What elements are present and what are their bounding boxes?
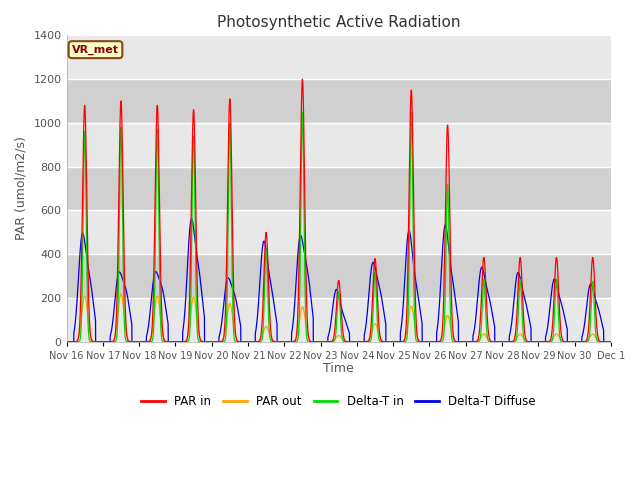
Title: Photosynthetic Active Radiation: Photosynthetic Active Radiation: [217, 15, 460, 30]
Delta-T in: [607, 339, 614, 345]
Line: PAR out: PAR out: [67, 294, 611, 342]
Delta-T Diffuse: [63, 339, 70, 345]
PAR out: [117, 291, 125, 297]
Delta-T in: [461, 339, 468, 345]
Delta-T in: [63, 339, 70, 345]
Text: VR_met: VR_met: [72, 45, 119, 55]
Delta-T in: [319, 339, 326, 345]
Bar: [67, 298, 611, 342]
PAR in: [431, 339, 438, 345]
PAR out: [461, 339, 468, 345]
Delta-T Diffuse: [431, 339, 438, 345]
Delta-T in: [431, 339, 438, 345]
Bar: [67, 36, 611, 79]
Line: Delta-T Diffuse: Delta-T Diffuse: [67, 219, 611, 342]
PAR out: [319, 339, 326, 345]
X-axis label: Time: Time: [323, 362, 354, 375]
PAR in: [161, 337, 168, 343]
Delta-T in: [492, 339, 499, 345]
PAR out: [607, 339, 614, 345]
PAR in: [492, 339, 499, 345]
Bar: [67, 167, 611, 210]
PAR out: [607, 339, 614, 345]
Bar: [67, 79, 611, 123]
PAR in: [319, 339, 326, 345]
Delta-T Diffuse: [492, 339, 499, 345]
Delta-T Diffuse: [161, 296, 168, 302]
PAR out: [492, 339, 499, 345]
Line: PAR in: PAR in: [67, 79, 611, 342]
Delta-T Diffuse: [319, 339, 326, 345]
PAR out: [161, 336, 168, 342]
Line: Delta-T in: Delta-T in: [67, 112, 611, 342]
PAR in: [299, 76, 307, 82]
PAR in: [607, 339, 614, 345]
Delta-T in: [161, 339, 168, 345]
Bar: [67, 210, 611, 254]
PAR in: [461, 339, 468, 345]
Delta-T in: [607, 339, 614, 345]
Delta-T in: [408, 109, 415, 115]
Delta-T Diffuse: [461, 339, 468, 345]
PAR out: [431, 339, 438, 345]
Delta-T Diffuse: [607, 339, 614, 345]
PAR in: [63, 339, 70, 345]
PAR out: [63, 339, 70, 345]
Delta-T Diffuse: [607, 339, 614, 345]
Delta-T Diffuse: [188, 216, 195, 222]
Bar: [67, 123, 611, 167]
Bar: [67, 254, 611, 298]
PAR in: [607, 339, 614, 345]
Y-axis label: PAR (umol/m2/s): PAR (umol/m2/s): [15, 137, 28, 240]
Legend: PAR in, PAR out, Delta-T in, Delta-T Diffuse: PAR in, PAR out, Delta-T in, Delta-T Dif…: [137, 391, 541, 413]
